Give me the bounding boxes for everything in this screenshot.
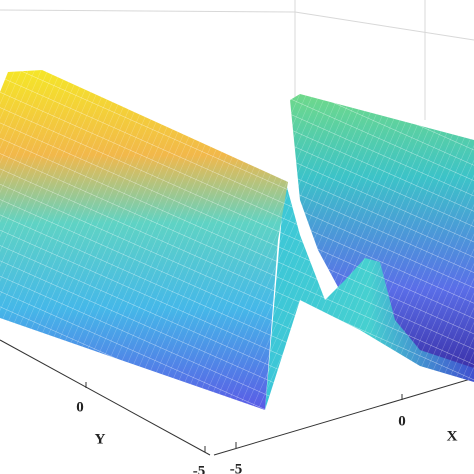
y-axis-label: Y — [95, 431, 106, 447]
left-ridge-mesh — [0, 70, 288, 410]
x-axis-label: X — [447, 428, 458, 444]
y-tick-label: -5 — [193, 463, 206, 474]
surface — [0, 70, 474, 410]
right-ridge-mesh — [290, 94, 474, 372]
x-tick-label: 0 — [398, 413, 406, 429]
trough-mesh — [265, 180, 474, 410]
x-tick-label: -5 — [230, 461, 243, 474]
axes-box — [0, 0, 474, 456]
y-tick-label: 0 — [76, 399, 84, 415]
